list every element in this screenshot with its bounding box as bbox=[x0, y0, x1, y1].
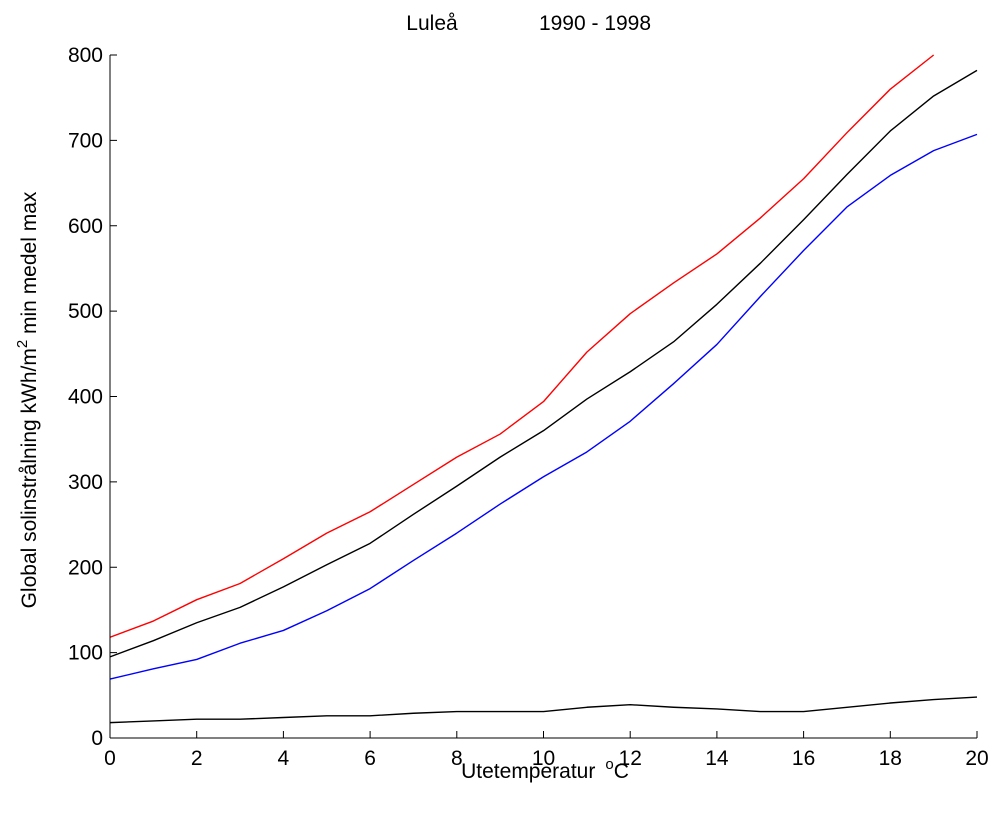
y-axis-label: Global solinstrålning kWh/m2 min medel m… bbox=[14, 191, 41, 608]
series-line-3 bbox=[109, 133, 978, 680]
chart-title: Luleå 1990 - 1998 bbox=[406, 12, 651, 35]
x-tick-label: 18 bbox=[879, 747, 902, 770]
plot-lines bbox=[109, 54, 978, 724]
x-tick-label: 4 bbox=[278, 747, 290, 770]
series-line-1 bbox=[109, 54, 935, 638]
x-axis-ticks: 0 2 4 6 8 10 12 14 16 18 20 bbox=[104, 731, 989, 770]
x-tick-label: 14 bbox=[705, 747, 729, 770]
x-axis-label-unit-sup: o bbox=[605, 756, 613, 773]
y-tick-label: 200 bbox=[68, 556, 103, 579]
y-tick-label: 800 bbox=[68, 44, 103, 67]
title-period: 1990 - 1998 bbox=[539, 12, 651, 35]
x-axis-label-text: Utetemperatur bbox=[461, 760, 595, 783]
y-axis-label-sup: 2 bbox=[14, 340, 31, 348]
y-tick-label: 300 bbox=[68, 471, 103, 494]
y-tick-label: 700 bbox=[68, 129, 103, 152]
y-tick-label: 0 bbox=[91, 727, 103, 750]
x-tick-label: 8 bbox=[451, 747, 463, 770]
x-tick-label: 12 bbox=[619, 747, 642, 770]
y-axis-label-text: Global solinstrålning kWh/m bbox=[18, 348, 41, 608]
x-tick-label: 10 bbox=[532, 747, 555, 770]
x-tick-label: 2 bbox=[191, 747, 203, 770]
x-tick-label: 0 bbox=[104, 747, 116, 770]
y-axis-ticks: 0 100 200 300 400 500 600 700 800 bbox=[68, 44, 117, 750]
x-axis-label-unit: C bbox=[614, 760, 629, 783]
y-tick-label: 500 bbox=[68, 300, 103, 323]
series-line-4 bbox=[109, 696, 978, 724]
y-tick-label: 100 bbox=[68, 642, 103, 665]
y-tick-label: 600 bbox=[68, 215, 103, 238]
x-tick-label: 6 bbox=[364, 747, 376, 770]
title-place: Luleå bbox=[406, 12, 458, 35]
x-tick-label: 20 bbox=[965, 747, 988, 770]
y-tick-label: 400 bbox=[68, 386, 103, 409]
x-axis-label: Utetemperatur oC bbox=[461, 756, 629, 783]
y-axis-label-rest: min medel max bbox=[18, 191, 41, 340]
series-line-2 bbox=[109, 69, 978, 658]
x-tick-label: 16 bbox=[792, 747, 815, 770]
